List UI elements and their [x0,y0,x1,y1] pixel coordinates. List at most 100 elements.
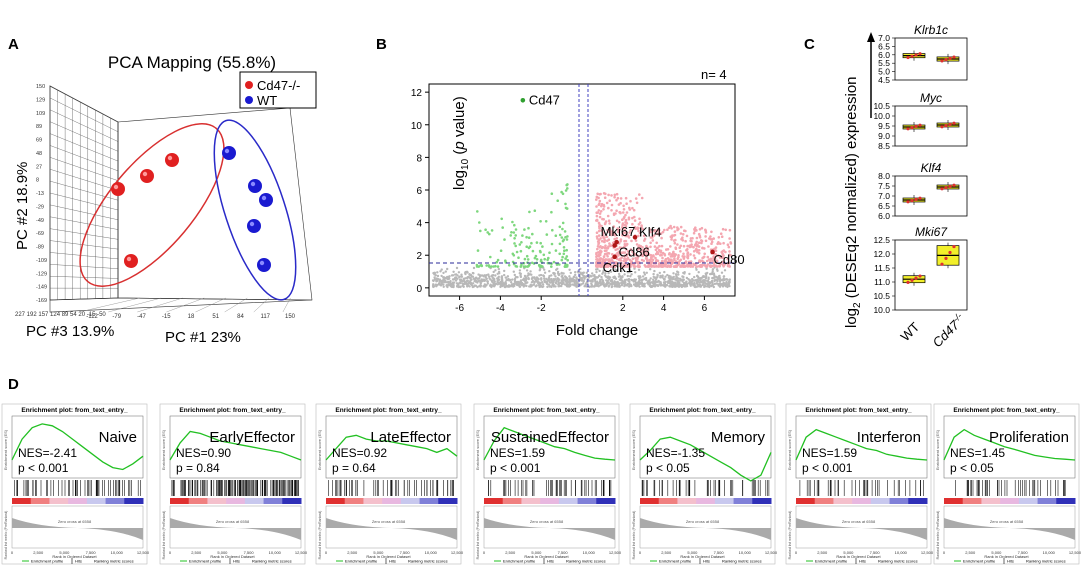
volcano-point-up [656,232,659,236]
boxplot-x-label-wt: WT [898,319,923,344]
volcano-point-ns [520,283,523,287]
volcano-point-up [700,226,704,230]
gsea-legend-hits: Hits [703,559,710,564]
gsea-rank-color-bar [558,498,579,504]
volcano-point-ns [571,278,574,281]
volcano-point-ns [487,273,490,276]
gsea-enrichment-curve [325,434,458,461]
volcano-point-down [556,199,559,202]
volcano-point-up [626,250,630,253]
boxplot-tick: 8.5 [878,141,890,151]
volcano-point-up [600,224,603,228]
boxplot-gene-title: Myc [920,91,942,105]
gsea-p-value: p = 0.64 [332,461,376,475]
volcano-point-ns [446,267,449,271]
volcano-point-up [695,236,699,240]
boxplot-sample-point [948,56,952,60]
volcano-point-up [673,241,677,245]
volcano-point-ns [490,274,493,278]
gsea-legend-ranking: Ranking metric scores [566,559,606,564]
boxplot-gene-title: Mki67 [915,225,948,239]
volcano-point-ns [486,280,489,283]
volcano-point-up [676,243,679,246]
gsea-rank-color-bar [326,498,346,504]
panel-label-a: A [8,36,19,53]
volcano-point-up [631,206,634,210]
volcano-point-up [620,265,624,268]
gsea-rank-color-bar [981,498,1001,504]
gsea-legend-profile: Enrichment profile [189,559,222,564]
volcano-point-up [602,265,606,268]
volcano-point-up [629,265,632,268]
volcano-point-ns [576,270,580,273]
volcano-point-ns [506,275,510,278]
gsea-legend-ranking: Ranking metric scores [94,559,134,564]
pca-grid-line [79,297,140,313]
volcano-point-ns [693,275,696,279]
volcano-point-down [541,245,544,248]
gsea-p-value: p < 0.05 [950,461,994,475]
volcano-point-ns [521,278,525,281]
volcano-point-up [695,240,698,244]
volcano-point-ns [725,280,728,284]
gsea-rank-color-bar [752,498,772,504]
volcano-point-ns [477,279,480,283]
volcano-point-down [565,255,569,258]
volcano-point-ns [471,282,475,285]
pca-grid-line [49,109,119,142]
gsea-x-tick: 10,000 [269,550,282,555]
volcano-point-ns [588,285,591,288]
boxplot-sample-point [940,262,944,266]
volcano-point-up [710,238,714,241]
volcano-point-down [562,246,566,249]
gsea-rank-color-bar [244,498,265,504]
gsea-rank-color-bar [282,498,302,504]
boxplot-sample-point [910,199,914,203]
volcano-point-ns [614,283,618,286]
gsea-header: Enrichment plot: from_text_entry_ [649,407,756,414]
volcano-point-up [599,252,602,255]
volcano-point-ns [543,271,547,274]
volcano-point-up [606,254,609,258]
boxplot-sample-point [914,197,918,201]
volcano-point-up [660,244,664,248]
volcano-point-ns [568,278,571,281]
gsea-ranking-metric [484,518,615,540]
volcano-point-down [490,265,493,268]
volcano-point-ns [538,281,541,284]
volcano-point-ns [653,282,656,286]
volcano-point-ns [446,285,449,289]
volcano-point-ns [702,281,705,285]
volcano-point-down [547,256,550,260]
volcano-point-ns [557,279,560,282]
gsea-plot: Enrichment plot: from_text_entry_ Enrichm… [315,403,464,565]
volcano-point-ns [585,282,588,285]
volcano-point-ns [436,274,440,278]
volcano-point-up [706,255,710,259]
volcano-point-up [651,260,654,264]
volcano-point-up [692,231,696,235]
volcano-point-up [673,230,677,233]
volcano-point-ns [696,278,699,281]
volcano-point-ns [720,271,724,274]
boxplot-x-label-cd47: Cd47-/- [929,311,968,350]
volcano-point-up [595,214,599,218]
volcano-point-ns [674,285,677,288]
volcano-point-up [598,193,601,196]
pca-point-highlight [261,195,267,201]
volcano-point-up [698,259,702,263]
pca-x-tick: 117 [260,314,270,320]
volcano-point-ns [575,276,578,279]
pca-grid-line [49,264,119,269]
pca-z-ticks: 227 192 157 124 89 54 20 -15 -50 [15,312,106,318]
volcano-x-tick: -6 [455,303,464,314]
gsea-rank-color-bar [944,498,964,504]
volcano-point-ns [550,274,553,277]
gsea-rank-color-bar [502,498,522,504]
volcano-point-down [523,257,527,261]
volcano-point-ns [643,277,646,280]
volcano-point-up [636,248,640,251]
pca-grid-line [49,192,119,211]
pca-grid-line [224,297,248,313]
volcano-point-up [635,243,639,246]
